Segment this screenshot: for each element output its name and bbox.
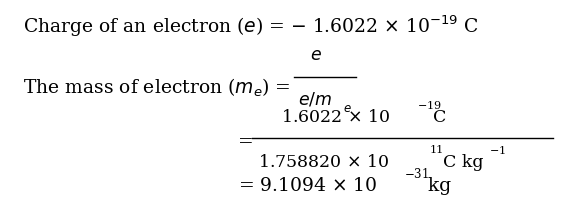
Text: $-$19: $-$19 xyxy=(417,100,442,111)
Text: $-$31: $-$31 xyxy=(404,167,429,181)
Text: = 9.1094 $\times$ 10: = 9.1094 $\times$ 10 xyxy=(238,177,378,195)
Text: 1.758820 $\times$ 10: 1.758820 $\times$ 10 xyxy=(258,154,390,171)
Text: C kg: C kg xyxy=(443,154,484,171)
Text: $-$1: $-$1 xyxy=(489,144,506,156)
Text: C: C xyxy=(433,109,446,126)
Text: $e$: $e$ xyxy=(343,102,352,115)
Text: The mass of electron ($m_e$) =: The mass of electron ($m_e$) = xyxy=(23,76,293,99)
Text: =: = xyxy=(238,133,254,151)
Text: Charge of an electron ($e$) = $-$ 1.6022 $\times$ 10$^{-19}$ C: Charge of an electron ($e$) = $-$ 1.6022… xyxy=(23,13,479,39)
Text: 1.6022 $\times$ 10: 1.6022 $\times$ 10 xyxy=(281,109,390,126)
Text: 11: 11 xyxy=(429,145,443,155)
Text: $e$: $e$ xyxy=(310,47,323,64)
Text: kg: kg xyxy=(422,177,451,195)
Text: $e/m$: $e/m$ xyxy=(298,91,332,108)
